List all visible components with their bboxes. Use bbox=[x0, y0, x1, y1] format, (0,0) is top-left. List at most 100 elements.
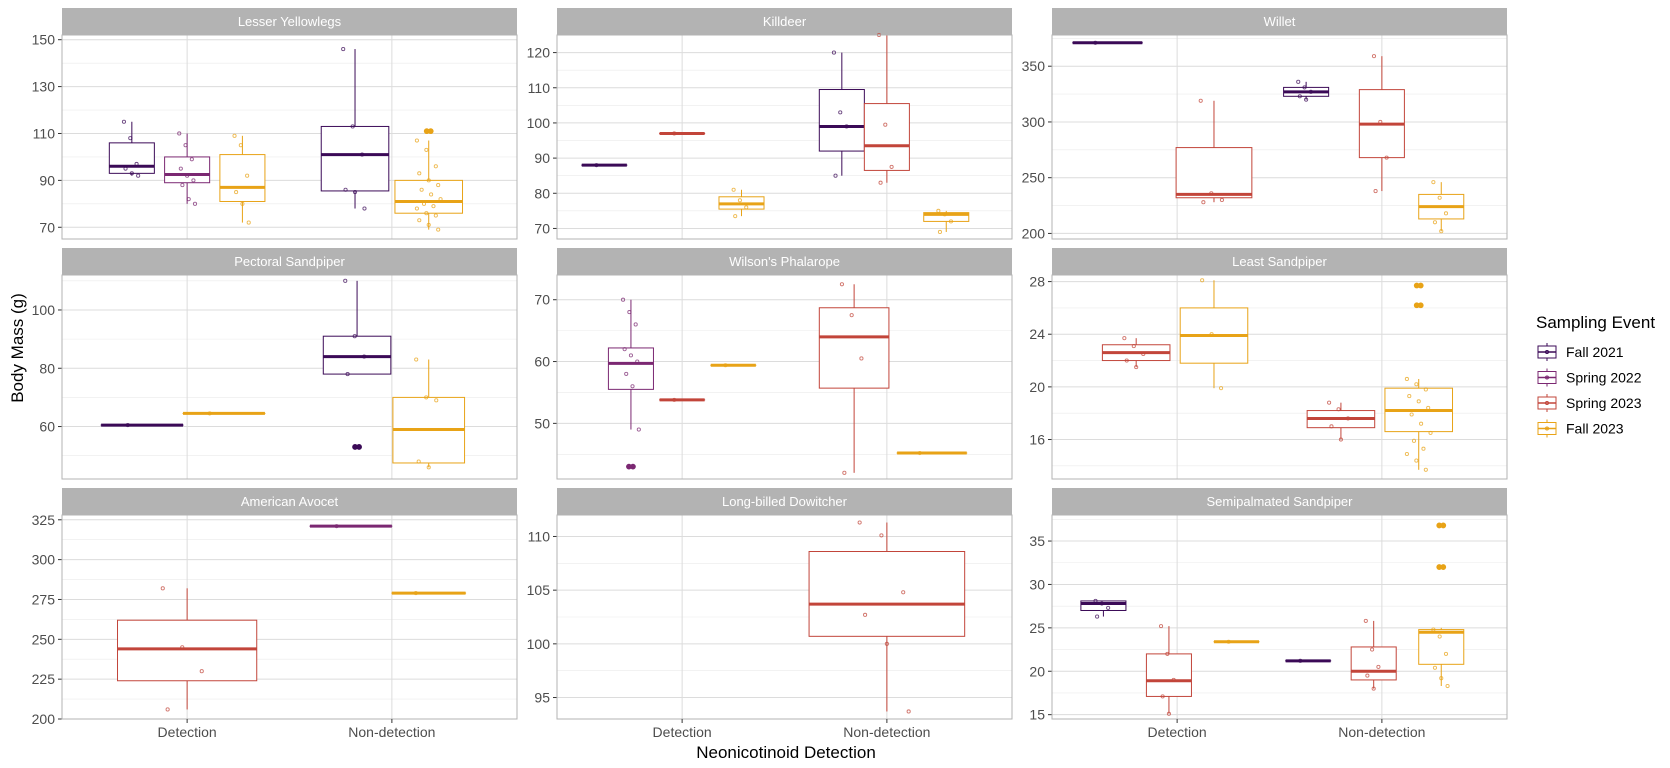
panel-border bbox=[556, 514, 1013, 720]
x-axis-title: Neonicotinoid Detection bbox=[696, 743, 876, 762]
data-point bbox=[635, 359, 640, 364]
data-point bbox=[180, 183, 185, 188]
data-point bbox=[723, 363, 728, 368]
data-point bbox=[128, 136, 133, 141]
panel-border bbox=[1051, 514, 1508, 720]
boxplot bbox=[1175, 98, 1253, 205]
data-point bbox=[1414, 458, 1419, 463]
y-tick-label: 15 bbox=[1029, 707, 1045, 723]
y-tick-label: 250 bbox=[32, 631, 56, 647]
facet-strip-title: Killdeer bbox=[763, 14, 807, 29]
y-tick-label: 16 bbox=[1029, 432, 1045, 448]
boxplot bbox=[808, 520, 966, 714]
data-point bbox=[1141, 351, 1146, 357]
data-point bbox=[594, 163, 599, 168]
boxplot bbox=[182, 411, 266, 416]
facet-panel: Killdeer 70 80 90 100 110 120 bbox=[527, 8, 1013, 240]
boxplot bbox=[394, 128, 464, 232]
outlier-point bbox=[1417, 282, 1424, 289]
data-point bbox=[883, 122, 888, 127]
data-point bbox=[232, 133, 237, 138]
facet-strip-title: Least Sandpiper bbox=[1232, 254, 1327, 269]
data-point bbox=[733, 214, 738, 219]
data-point bbox=[627, 310, 632, 315]
box bbox=[1418, 629, 1465, 665]
boxplot bbox=[863, 32, 910, 185]
data-point bbox=[433, 164, 438, 169]
data-point bbox=[1106, 605, 1111, 610]
y-tick-label: 60 bbox=[534, 354, 550, 370]
y-tick-label: 70 bbox=[534, 220, 550, 236]
data-point bbox=[165, 707, 170, 712]
data-point bbox=[1329, 424, 1334, 429]
data-point bbox=[1159, 624, 1164, 629]
data-point bbox=[1373, 189, 1378, 194]
legend-label: Fall 2021 bbox=[1566, 344, 1624, 360]
legend-title: Sampling Event bbox=[1536, 313, 1655, 332]
data-point bbox=[207, 411, 212, 416]
box bbox=[164, 156, 211, 184]
data-point bbox=[838, 110, 843, 115]
outlier-point bbox=[427, 128, 434, 135]
data-point bbox=[199, 669, 204, 674]
x-tick-label: Detection bbox=[653, 724, 712, 740]
data-point bbox=[350, 124, 355, 129]
data-point bbox=[238, 143, 243, 148]
data-point bbox=[672, 397, 677, 402]
y-tick-label: 275 bbox=[32, 591, 56, 607]
data-point bbox=[362, 206, 367, 211]
boxplot bbox=[1213, 639, 1260, 644]
data-point bbox=[849, 313, 854, 318]
data-point bbox=[433, 213, 438, 218]
data-point bbox=[1443, 211, 1449, 216]
y-tick-label: 90 bbox=[534, 150, 550, 166]
data-point bbox=[424, 211, 429, 216]
data-point bbox=[1431, 627, 1436, 632]
data-point bbox=[334, 524, 339, 529]
data-point bbox=[414, 138, 419, 143]
data-point bbox=[942, 212, 947, 217]
legend-item: Fall 2023 bbox=[1537, 419, 1624, 438]
boxplot bbox=[1306, 400, 1376, 442]
data-point bbox=[1439, 229, 1444, 234]
box bbox=[818, 89, 865, 152]
y-tick-label: 95 bbox=[534, 690, 550, 706]
legend-item: Fall 2021 bbox=[1537, 343, 1624, 361]
boxplot bbox=[1350, 618, 1397, 691]
data-point bbox=[240, 201, 245, 206]
data-point bbox=[1437, 195, 1442, 200]
legend-key-point bbox=[1545, 401, 1549, 405]
boxplot bbox=[1285, 658, 1332, 663]
y-tick-label: 25 bbox=[1029, 620, 1045, 636]
data-point bbox=[831, 50, 836, 55]
data-point bbox=[1302, 85, 1307, 90]
data-point bbox=[1345, 416, 1351, 421]
data-point bbox=[744, 205, 749, 210]
y-tick-label: 50 bbox=[534, 415, 550, 431]
panel-border bbox=[1051, 274, 1508, 480]
data-point bbox=[672, 131, 677, 136]
panel-background bbox=[557, 35, 1012, 239]
data-point bbox=[343, 278, 348, 283]
data-point bbox=[628, 353, 633, 358]
y-tick-label: 100 bbox=[32, 302, 56, 318]
facet-strip bbox=[1052, 488, 1507, 515]
box bbox=[607, 347, 654, 390]
data-point bbox=[636, 427, 641, 432]
data-point bbox=[234, 190, 239, 195]
data-point bbox=[189, 157, 194, 162]
facet-strip bbox=[62, 248, 517, 275]
facet-panel: American Avocet 200 225 250 275 300 325 bbox=[32, 488, 518, 727]
y-tick-label: 28 bbox=[1029, 274, 1045, 290]
data-point bbox=[1308, 89, 1313, 94]
x-tick-labels: Detection Non-detection Detection Non-detec… bbox=[158, 719, 1425, 740]
outlier-point bbox=[356, 444, 362, 450]
data-point bbox=[362, 354, 367, 359]
data-point bbox=[844, 124, 849, 129]
y-tick-label: 20 bbox=[1029, 379, 1045, 395]
box bbox=[1145, 653, 1192, 697]
data-point bbox=[352, 190, 358, 195]
data-point bbox=[839, 282, 844, 287]
boxplot bbox=[1358, 54, 1405, 194]
legend-item: Spring 2023 bbox=[1537, 394, 1642, 412]
